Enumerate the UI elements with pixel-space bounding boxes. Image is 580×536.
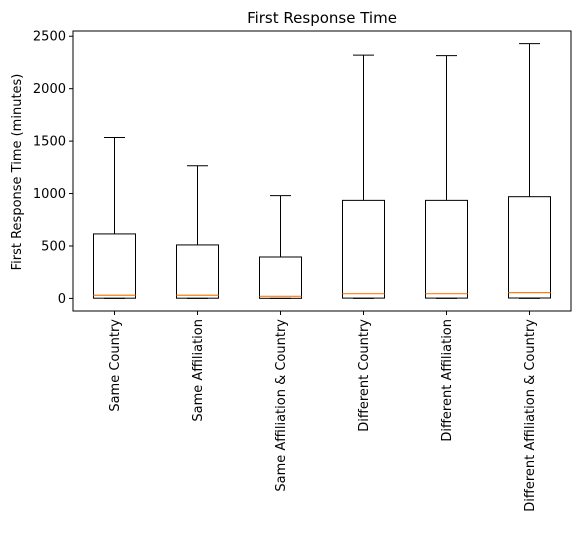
boxes [93, 43, 551, 299]
box-group [93, 136, 136, 299]
box-group [259, 195, 302, 299]
box-group [508, 43, 551, 299]
y-tick-label: 2000 [33, 82, 66, 97]
iqr-box [176, 244, 219, 299]
iqr-box [259, 256, 302, 299]
y-tick-label: 2500 [33, 30, 66, 45]
iqr-box [508, 196, 551, 299]
x-tick-label: Different Affiliation [440, 319, 455, 442]
iqr-box [342, 199, 385, 299]
y-tick-label: 1000 [33, 187, 66, 202]
y-tick-label: 0 [58, 292, 66, 307]
iqr-box [93, 233, 136, 299]
x-tick-label: Same Affiliation & Country [274, 319, 289, 492]
y-tick-label: 1500 [33, 135, 66, 150]
iqr-box [425, 199, 468, 299]
y-axis: 0 500 1000 1500 2000 2500 [33, 30, 73, 307]
plot-area-frame [72, 30, 572, 312]
y-axis-label: First Response Time (minutes) [10, 74, 25, 271]
x-tick-label: Same Affiliation [191, 319, 206, 422]
box-group [425, 55, 468, 299]
box-group [342, 54, 385, 299]
x-tick-label: Same Country [108, 319, 123, 412]
chart-title: First Response Time [247, 9, 397, 27]
x-tick-label: Different Country [357, 319, 372, 432]
box-group [176, 165, 219, 299]
x-tick-label: Different Affiliation & Country [523, 319, 538, 512]
x-axis: Same Country Same Affiliation Same Affilia… [108, 311, 538, 512]
y-tick-label: 500 [41, 239, 66, 254]
